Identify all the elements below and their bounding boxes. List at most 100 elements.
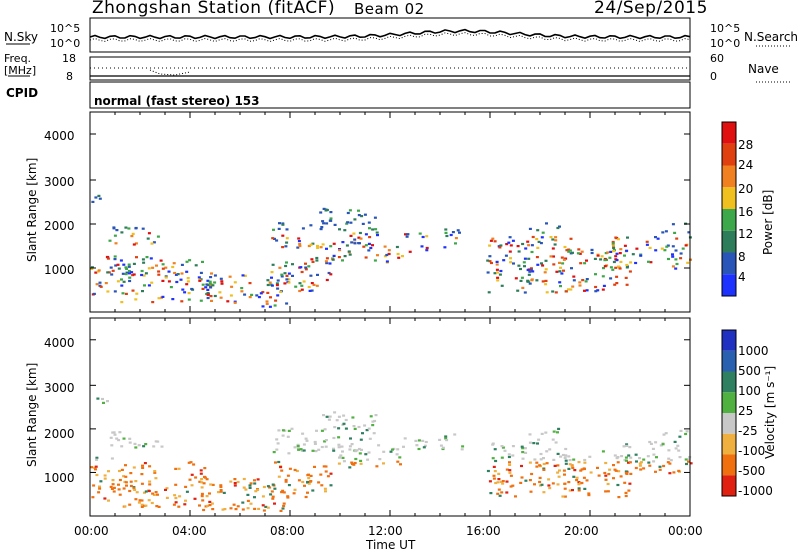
velocity-data-cell [232, 503, 236, 506]
power-data-cell [364, 233, 368, 236]
power-data-cell [504, 254, 508, 257]
power-ylabel: Slant Range [km] [25, 157, 39, 262]
power-data-cell [486, 259, 490, 262]
power-data-cell [425, 246, 429, 250]
power-data-cell [530, 244, 534, 247]
velocity-data-cell [580, 468, 584, 471]
power-data-cell [328, 262, 332, 265]
power-data-cell [120, 301, 124, 304]
power-data-cell [156, 235, 160, 238]
velocity-data-cell [111, 431, 115, 434]
velocity-data-cell [281, 489, 285, 492]
velocity-data-cell [98, 485, 101, 488]
power-data-cell [449, 233, 453, 237]
velocity-data-cell [679, 429, 683, 432]
velocity-data-cell [585, 479, 589, 482]
velocity-data-cell [668, 462, 672, 465]
power-data-cell [329, 245, 333, 248]
power-data-cell [565, 249, 569, 252]
power-data-cell [578, 252, 582, 255]
velocity-data-cell [97, 491, 101, 494]
power-data-cell [201, 287, 205, 290]
velocity-data-cell [564, 459, 568, 462]
power-data-cell [164, 266, 168, 269]
velocity-data-cell [320, 429, 324, 432]
power-data-cell [206, 279, 210, 282]
power-data-cell [671, 245, 675, 248]
velocity-data-cell [155, 505, 159, 508]
velocity-data-cell [253, 496, 256, 499]
velocity-data-cell [192, 463, 196, 466]
power-data-cell [176, 273, 180, 276]
power-data-cell [539, 242, 543, 245]
power-data-cell [157, 273, 161, 276]
power-data-cell [329, 219, 333, 222]
power-data-cell [671, 265, 675, 268]
power-data-cell [619, 248, 623, 251]
power-data-cell [527, 257, 531, 260]
velocity-data-cell [140, 473, 144, 476]
power-data-cell [99, 285, 103, 288]
velocity-data-cell [564, 454, 568, 457]
velocity-data-cell [174, 467, 178, 470]
power-data-cell [299, 266, 303, 269]
power-data-cell [157, 297, 161, 300]
cpid-label: CPID [6, 86, 39, 100]
velocity-data-cell [253, 482, 257, 485]
velocity-data-cell [614, 469, 618, 472]
velocity-data-cell [616, 456, 620, 459]
velocity-data-cell [93, 466, 96, 469]
velocity-data-cell [248, 484, 252, 487]
velocity-data-cell [669, 459, 673, 462]
velocity-data-cell [662, 433, 666, 436]
velocity-data-cell [509, 474, 513, 477]
power-data-cell [679, 257, 683, 260]
velocity-data-cell [445, 439, 449, 442]
power-data-cell [684, 244, 688, 247]
velocity-data-cell [233, 478, 237, 481]
velocity-data-cell [106, 400, 109, 403]
power-data-cell [362, 245, 366, 248]
velocity-data-cell [623, 481, 627, 484]
velocity-data-cell [309, 474, 313, 477]
power-colorbar-cell [722, 143, 736, 166]
velocity-data-cell [588, 455, 592, 458]
power-data-cell [315, 259, 319, 262]
velocity-data-cell [499, 480, 503, 483]
power-data-cell [277, 227, 281, 230]
velocity-data-cell [505, 468, 509, 471]
power-data-cell [97, 194, 101, 197]
power-data-cell [585, 289, 589, 292]
power-data-cell [146, 237, 150, 240]
velocity-data-cell [453, 433, 457, 436]
power-data-cell [114, 264, 118, 267]
power-data-cell [488, 244, 492, 247]
velocity-data-cell [138, 499, 142, 502]
power-data-cell [307, 285, 311, 289]
power-data-cell [541, 231, 545, 234]
power-data-cell [404, 233, 407, 236]
velocity-data-cell [508, 461, 511, 464]
power-data-cell [345, 244, 349, 247]
velocity-data-cell [117, 483, 120, 486]
power-colorbar-cell [722, 274, 736, 297]
power-data-cell [304, 262, 307, 265]
velocity-data-cell [193, 497, 197, 500]
velocity-data-cell [132, 466, 136, 469]
velocity-data-cell [185, 490, 189, 493]
velocity-data-cell [332, 436, 336, 440]
power-data-cell [266, 283, 270, 287]
velocity-data-cell [102, 401, 105, 404]
xtick-0000: 00:00 [74, 524, 109, 538]
velocity-data-cell [563, 487, 567, 490]
power-data-cell [180, 300, 184, 303]
velocity-data-cell [311, 489, 315, 492]
velocity-data-cell [532, 442, 536, 445]
power-data-cell [132, 243, 136, 246]
power-data-cell [161, 279, 165, 282]
power-data-cell [209, 295, 213, 298]
power-data-cell [368, 236, 372, 239]
power-data-cell [357, 214, 361, 217]
velocity-data-cell [160, 445, 164, 448]
power-data-cell [187, 292, 191, 295]
